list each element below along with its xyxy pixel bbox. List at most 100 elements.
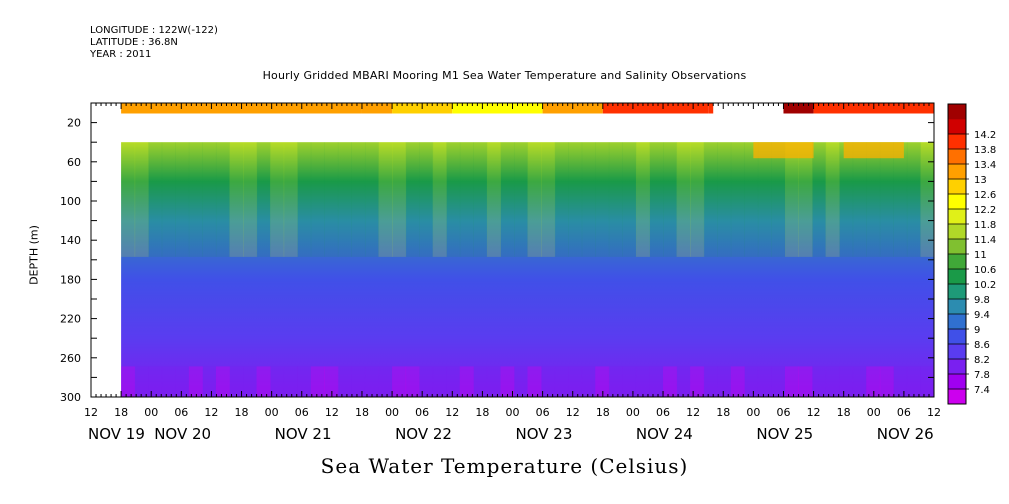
- field-variation-deep: [757, 366, 772, 397]
- x-date-label: NOV 26: [877, 425, 934, 443]
- colorbar-label: 9: [974, 325, 980, 336]
- x-hour-label: 12: [927, 406, 941, 419]
- field-variation: [784, 142, 800, 257]
- latitude-label: LATITUDE : 36.8N: [90, 37, 178, 48]
- colorbar-swatch: [948, 299, 966, 315]
- field-variation-deep: [825, 366, 840, 397]
- field-variation: [920, 142, 935, 257]
- x-hour-label: 18: [596, 406, 610, 419]
- colorbar-label: 11.4: [974, 235, 996, 246]
- x-hour-label: 18: [716, 406, 730, 419]
- field-variation: [703, 142, 718, 257]
- colorbar-label: 10.2: [974, 280, 996, 291]
- field-variation: [717, 142, 732, 257]
- longitude-label: LONGITUDE : 122W(-122): [90, 25, 218, 36]
- x-date-label: NOV 20: [154, 425, 211, 443]
- field-variation: [798, 142, 813, 257]
- field-variation-deep: [188, 366, 203, 397]
- field-variation-deep: [134, 366, 149, 397]
- field-variation: [744, 142, 759, 257]
- field-variation: [121, 142, 136, 257]
- field-variation: [757, 142, 772, 257]
- y-tick-label: 20: [67, 117, 81, 130]
- field-variation: [730, 142, 745, 257]
- x-hour-label: 12: [84, 406, 98, 419]
- colorbar-label: 13.8: [974, 145, 996, 156]
- surface-row-segment: [361, 103, 393, 114]
- x-hour-label: 06: [776, 406, 790, 419]
- field-variation: [446, 142, 461, 257]
- field-variation-deep: [798, 366, 813, 397]
- colorbar-swatch: [948, 119, 966, 135]
- field-variation: [188, 142, 203, 257]
- colorbar-label: 14.2: [974, 130, 996, 141]
- field-variation-deep: [297, 366, 312, 397]
- field-variation-deep: [554, 366, 569, 397]
- colorbar-label: 11.8: [974, 220, 996, 231]
- field-variation-deep: [486, 366, 501, 397]
- field-variation-deep: [419, 366, 434, 397]
- warm-surface-patch: [843, 142, 904, 159]
- x-hour-label: 12: [807, 406, 821, 419]
- x-hour-label: 00: [746, 406, 760, 419]
- y-tick-label: 220: [60, 313, 81, 326]
- field-variation: [134, 142, 149, 257]
- field-variation-deep: [717, 366, 732, 397]
- colorbar-label: 9.8: [974, 295, 990, 306]
- x-hour-label: 12: [445, 406, 459, 419]
- field-variation-deep: [690, 366, 705, 397]
- field-variation-deep: [866, 366, 881, 397]
- field-variation: [419, 142, 434, 257]
- field-variation: [622, 142, 637, 257]
- field-variation-deep: [446, 366, 461, 397]
- x-hour-label: 06: [656, 406, 670, 419]
- y-tick-label: 180: [60, 273, 81, 286]
- field-variation: [229, 142, 244, 257]
- field-variation-deep: [920, 366, 935, 397]
- field-variation-deep: [663, 366, 678, 397]
- temperature-field: [121, 142, 935, 397]
- colorbar-label: 7.8: [974, 370, 990, 381]
- x-hour-label: 18: [235, 406, 249, 419]
- field-variation: [825, 142, 840, 257]
- field-variation: [690, 142, 705, 257]
- field-variation: [351, 142, 366, 257]
- x-date-label: NOV 19: [88, 425, 145, 443]
- field-variation: [581, 142, 596, 257]
- field-variation: [866, 142, 881, 257]
- colorbar-swatch: [948, 239, 966, 255]
- field-variation: [541, 142, 556, 257]
- field-variation: [473, 142, 488, 257]
- x-hour-label: 06: [174, 406, 188, 419]
- field-variation-deep: [337, 366, 352, 397]
- x-hour-label: 06: [536, 406, 550, 419]
- colorbar-swatch: [948, 329, 966, 345]
- colorbar-swatch: [948, 284, 966, 300]
- field-variation: [148, 142, 163, 257]
- x-hour-label: 12: [686, 406, 700, 419]
- colorbar-swatch: [948, 164, 966, 180]
- field-variation-deep: [514, 366, 529, 397]
- surface-row-segment: [602, 103, 709, 114]
- field-variation: [649, 142, 664, 257]
- colorbar-swatch: [948, 224, 966, 240]
- colorbar-swatch: [948, 389, 966, 405]
- field-variation: [663, 142, 678, 257]
- field-variation-deep: [215, 366, 230, 397]
- chart-title: Hourly Gridded MBARI Mooring M1 Sea Wate…: [262, 69, 747, 82]
- colorbar-label: 13.4: [974, 160, 996, 171]
- x-hour-label: 00: [506, 406, 520, 419]
- field-variation-deep: [527, 366, 542, 397]
- warm-surface-patch: [753, 142, 814, 159]
- field-variation-deep: [676, 366, 691, 397]
- field-variation: [283, 142, 298, 257]
- x-date-label: NOV 24: [636, 425, 693, 443]
- field-variation-deep: [243, 366, 258, 397]
- y-tick-label: 60: [67, 156, 81, 169]
- field-variation: [297, 142, 312, 257]
- field-variation-deep: [459, 366, 474, 397]
- field-variation: [378, 142, 393, 257]
- field-variation: [595, 142, 610, 257]
- x-date-label: NOV 22: [395, 425, 452, 443]
